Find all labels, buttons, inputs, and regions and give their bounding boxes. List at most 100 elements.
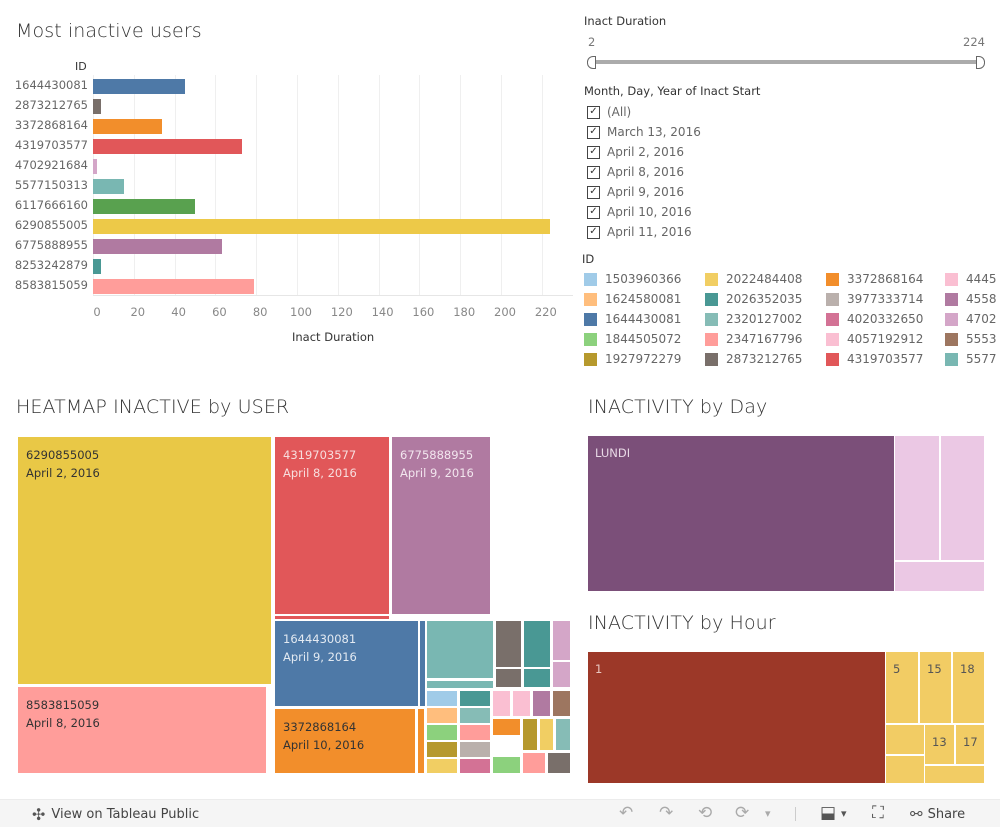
day-tile-lundi[interactable]: LUNDI: [588, 436, 894, 591]
day-tile[interactable]: [895, 436, 939, 560]
heatmap-tile[interactable]: [493, 437, 570, 614]
heatmap-tile[interactable]: [513, 691, 530, 716]
heatmap-tile[interactable]: [540, 719, 553, 750]
date-filter-option[interactable]: ✓ April 10, 2016: [587, 203, 692, 221]
heatmap-tile[interactable]: [496, 669, 521, 687]
heatmap-tile[interactable]: [493, 691, 510, 716]
date-filter-option[interactable]: ✓ (All): [587, 103, 631, 121]
heatmap-tile[interactable]: [553, 662, 570, 687]
checkbox[interactable]: ✓: [587, 225, 600, 239]
legend-item[interactable]: 5553: [945, 332, 997, 346]
undo-icon[interactable]: ↶: [619, 803, 634, 823]
legend-item[interactable]: 1844505072: [584, 332, 681, 346]
download-dropdown-icon[interactable]: ▾: [841, 807, 847, 820]
heatmap-tile[interactable]: 1644430081 April 9, 2016: [275, 621, 418, 706]
legend-item[interactable]: 3977333714: [826, 292, 923, 306]
heatmap-tile[interactable]: [427, 681, 493, 688]
legend-item[interactable]: 2022484408: [705, 272, 802, 286]
bar[interactable]: [93, 139, 242, 154]
bar[interactable]: [93, 279, 255, 294]
bar[interactable]: [93, 239, 222, 254]
heatmap-tile[interactable]: [275, 616, 389, 619]
duration-slider-track[interactable]: [592, 60, 981, 64]
bar[interactable]: [93, 199, 195, 214]
duration-slider-max-handle[interactable]: [976, 56, 985, 69]
hour-tile[interactable]: [925, 766, 984, 783]
hour-tile[interactable]: 18: [953, 652, 984, 723]
date-filter-option[interactable]: ✓ April 11, 2016: [587, 223, 692, 241]
bar[interactable]: [93, 79, 185, 94]
legend-item[interactable]: 1503960366: [584, 272, 681, 286]
heatmap-tile[interactable]: [273, 437, 274, 684]
heatmap-tile[interactable]: [553, 691, 570, 716]
heatmap-tile[interactable]: [496, 621, 521, 667]
date-filter-option[interactable]: ✓ April 2, 2016: [587, 143, 684, 161]
heatmap-tile[interactable]: [427, 708, 457, 723]
hour-tile[interactable]: 5: [886, 652, 918, 723]
legend-item[interactable]: 1644430081: [584, 312, 681, 326]
heatmap-tile[interactable]: [427, 759, 457, 773]
heatmap-tile[interactable]: 8583815059 April 8, 2016: [18, 687, 266, 773]
hour-tile[interactable]: 1: [588, 652, 885, 783]
heatmap-tile[interactable]: [427, 742, 457, 757]
date-filter-option[interactable]: ✓ March 13, 2016: [587, 123, 701, 141]
legend-item[interactable]: 1927972279: [584, 352, 681, 366]
checkbox[interactable]: ✓: [587, 105, 600, 119]
hour-tile[interactable]: 17: [956, 725, 984, 764]
heatmap-tile[interactable]: [548, 753, 570, 773]
duration-slider-min-handle[interactable]: [587, 56, 596, 69]
heatmap-tile[interactable]: [460, 725, 490, 740]
heatmap-tile[interactable]: [460, 691, 490, 706]
checkbox[interactable]: ✓: [587, 125, 600, 139]
heatmap-tile[interactable]: [493, 719, 520, 735]
heatmap-tile[interactable]: 3372868164 April 10, 2016: [275, 709, 415, 773]
legend-item[interactable]: 4319703577: [826, 352, 923, 366]
legend-item[interactable]: 4020332650: [826, 312, 923, 326]
revert-icon[interactable]: ⟲: [698, 803, 713, 823]
heatmap-tile[interactable]: 4319703577 April 8, 2016: [275, 437, 389, 614]
heatmap-tile[interactable]: [392, 616, 490, 619]
checkbox[interactable]: ✓: [587, 185, 600, 199]
heatmap-tile[interactable]: [493, 738, 520, 754]
legend-item[interactable]: 2347167796: [705, 332, 802, 346]
bar[interactable]: [93, 219, 550, 234]
legend-item[interactable]: 2320127002: [705, 312, 802, 326]
heatmap-tile[interactable]: [427, 725, 457, 740]
fullscreen-icon[interactable]: ⛶: [872, 803, 884, 823]
legend-item[interactable]: 4445: [945, 272, 997, 286]
legend-item[interactable]: 4702: [945, 312, 997, 326]
date-filter-option[interactable]: ✓ April 8, 2016: [587, 163, 684, 181]
heatmap-tile[interactable]: [460, 708, 490, 723]
checkbox[interactable]: ✓: [587, 205, 600, 219]
download-icon[interactable]: ⬓: [820, 803, 837, 823]
refresh-icon[interactable]: ⟳: [735, 803, 750, 823]
legend-item[interactable]: 2873212765: [705, 352, 802, 366]
heatmap-tile[interactable]: [493, 757, 520, 773]
heatmap-tile[interactable]: [427, 621, 493, 678]
refresh-dropdown-icon[interactable]: ▾: [765, 807, 771, 820]
heatmap-tile[interactable]: [460, 742, 490, 757]
legend-item[interactable]: 2026352035: [705, 292, 802, 306]
heatmap-tile[interactable]: [533, 691, 550, 716]
heatmap-tile[interactable]: 6775888955 April 9, 2016: [392, 437, 490, 614]
checkbox[interactable]: ✓: [587, 145, 600, 159]
bar[interactable]: [93, 159, 98, 174]
hour-tile[interactable]: [886, 725, 924, 754]
heatmap-tile[interactable]: [418, 709, 424, 773]
date-filter-option[interactable]: ✓ April 9, 2016: [587, 183, 684, 201]
hour-tile[interactable]: [886, 756, 924, 783]
heatmap-tile[interactable]: 6290855005 April 2, 2016: [18, 437, 271, 684]
legend-item[interactable]: 4057192912: [826, 332, 923, 346]
legend-item[interactable]: 3372868164: [826, 272, 923, 286]
heatmap-tile[interactable]: [460, 759, 490, 773]
checkbox[interactable]: ✓: [587, 165, 600, 179]
heatmap-tile[interactable]: [556, 719, 570, 750]
heatmap-tile[interactable]: [267, 687, 270, 773]
view-on-tableau-public-link[interactable]: ✣ View on Tableau Public: [32, 805, 199, 824]
hour-tile[interactable]: 13: [925, 725, 954, 764]
bar[interactable]: [93, 259, 102, 274]
legend-item[interactable]: 5577: [945, 352, 997, 366]
bar[interactable]: [93, 99, 102, 114]
heatmap-tile[interactable]: [553, 621, 570, 660]
legend-item[interactable]: 4558: [945, 292, 997, 306]
